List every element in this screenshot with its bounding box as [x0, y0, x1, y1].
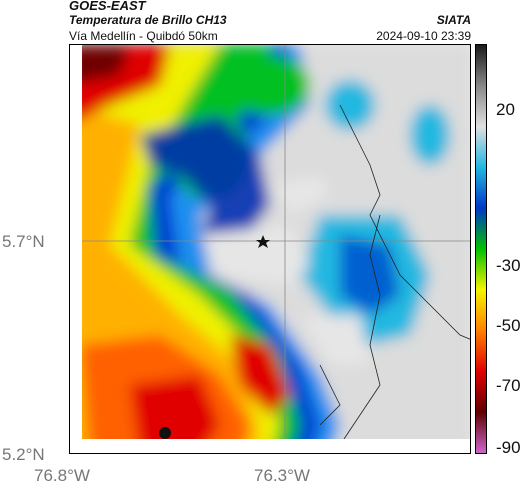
satellite-map[interactable]: [69, 44, 471, 454]
colorbar-tick-minus90: -90: [496, 438, 521, 457]
datetime-label: 2024-09-10 23:39: [376, 29, 471, 43]
colorbar: [475, 44, 487, 454]
org-label: SIATA: [436, 13, 471, 27]
star-icon: [256, 235, 270, 248]
admin-border: [339, 104, 470, 340]
lon-label-76.8: 76.8°W: [34, 466, 90, 485]
colorbar-tick-minus70: -70: [496, 376, 521, 395]
colorbar-tick-20: 20: [496, 100, 515, 119]
satellite-title: GOES-EAST: [69, 0, 146, 13]
region-subtitle: Vía Medellín - Quibdó 50km: [69, 29, 218, 43]
lat-label-5.2: 5.2°N: [2, 445, 45, 464]
lon-label-76.3: 76.3°W: [254, 466, 310, 485]
colorbar-tick-minus50: -50: [496, 316, 521, 335]
colorbar-tick-minus30: -30: [496, 256, 521, 275]
product-title: Temperatura de Brillo CH13: [69, 13, 227, 27]
lat-label-5.7: 5.7°N: [2, 232, 45, 251]
admin-border: [319, 364, 341, 426]
map-layers: [70, 45, 470, 453]
